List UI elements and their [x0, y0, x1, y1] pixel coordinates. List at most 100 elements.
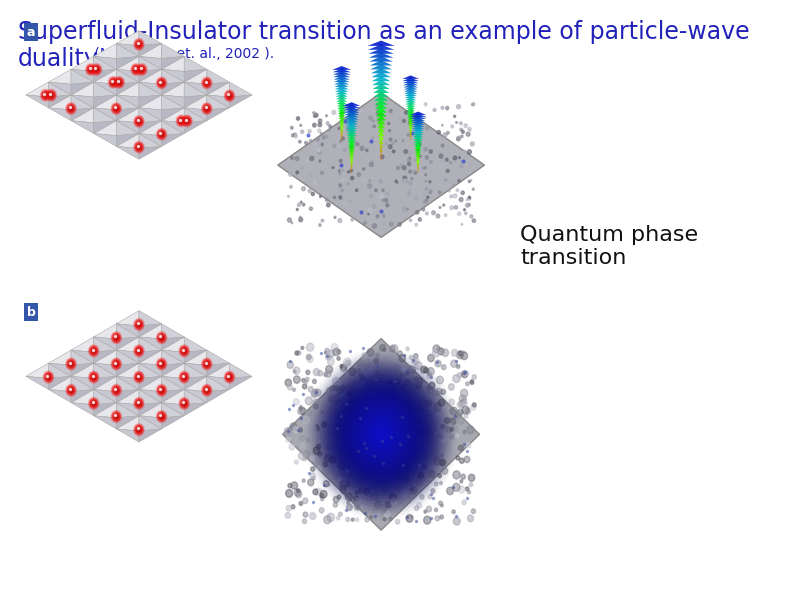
Circle shape: [453, 518, 461, 525]
Circle shape: [423, 465, 426, 469]
Circle shape: [382, 411, 385, 414]
Circle shape: [402, 491, 407, 497]
Circle shape: [327, 123, 329, 126]
Polygon shape: [409, 127, 412, 130]
Circle shape: [320, 367, 442, 502]
Circle shape: [348, 392, 351, 396]
Circle shape: [353, 496, 358, 502]
Circle shape: [447, 487, 453, 494]
Circle shape: [376, 215, 379, 218]
Polygon shape: [345, 126, 357, 129]
Circle shape: [316, 362, 446, 506]
Circle shape: [428, 190, 430, 192]
Polygon shape: [336, 93, 348, 97]
Circle shape: [227, 374, 232, 380]
Circle shape: [357, 499, 360, 503]
Circle shape: [403, 446, 409, 453]
Circle shape: [346, 505, 353, 511]
Circle shape: [426, 400, 434, 407]
Circle shape: [293, 367, 300, 374]
Polygon shape: [139, 69, 162, 82]
Polygon shape: [368, 40, 395, 46]
Polygon shape: [344, 109, 360, 113]
Circle shape: [183, 117, 191, 125]
Circle shape: [308, 130, 311, 133]
Circle shape: [426, 196, 429, 199]
Circle shape: [138, 429, 140, 431]
Circle shape: [89, 68, 92, 71]
Circle shape: [398, 411, 402, 416]
Polygon shape: [408, 118, 414, 122]
Circle shape: [403, 431, 410, 440]
Circle shape: [333, 196, 336, 199]
Circle shape: [430, 145, 431, 146]
Circle shape: [418, 123, 419, 124]
Circle shape: [331, 343, 338, 351]
Circle shape: [310, 207, 313, 211]
Polygon shape: [412, 126, 424, 129]
Circle shape: [322, 369, 440, 500]
Circle shape: [161, 82, 162, 84]
Circle shape: [299, 405, 303, 409]
Circle shape: [404, 465, 410, 472]
Circle shape: [137, 42, 141, 47]
Circle shape: [425, 199, 427, 202]
Circle shape: [347, 504, 353, 510]
Polygon shape: [94, 69, 117, 82]
Circle shape: [461, 352, 468, 359]
Circle shape: [302, 415, 308, 422]
Circle shape: [416, 122, 418, 124]
Circle shape: [156, 332, 167, 344]
Polygon shape: [206, 69, 229, 84]
Polygon shape: [406, 104, 415, 107]
Circle shape: [182, 374, 187, 380]
Circle shape: [300, 408, 306, 414]
Circle shape: [385, 447, 392, 455]
Polygon shape: [349, 155, 353, 159]
Circle shape: [314, 113, 318, 117]
Circle shape: [326, 387, 333, 394]
Circle shape: [329, 396, 335, 403]
Polygon shape: [162, 57, 184, 71]
Circle shape: [431, 489, 435, 493]
Polygon shape: [162, 57, 184, 69]
Circle shape: [446, 131, 449, 134]
Polygon shape: [162, 133, 184, 146]
Circle shape: [92, 375, 95, 379]
Polygon shape: [184, 350, 206, 365]
Polygon shape: [407, 112, 414, 115]
Circle shape: [287, 195, 289, 197]
Polygon shape: [206, 376, 229, 392]
Circle shape: [337, 495, 341, 499]
Circle shape: [337, 516, 340, 520]
Polygon shape: [71, 350, 94, 365]
Polygon shape: [206, 363, 229, 376]
Circle shape: [384, 473, 388, 479]
Circle shape: [340, 114, 344, 118]
Polygon shape: [117, 429, 139, 442]
Circle shape: [455, 411, 461, 418]
Circle shape: [137, 375, 141, 379]
Circle shape: [50, 93, 53, 97]
Circle shape: [338, 477, 341, 480]
Circle shape: [333, 348, 340, 356]
Circle shape: [136, 143, 142, 151]
Circle shape: [407, 191, 410, 194]
Polygon shape: [184, 57, 206, 71]
Circle shape: [48, 92, 55, 99]
Circle shape: [370, 396, 374, 401]
Polygon shape: [117, 95, 139, 110]
Polygon shape: [184, 82, 206, 97]
Circle shape: [416, 383, 421, 389]
Circle shape: [302, 378, 305, 383]
Circle shape: [364, 358, 368, 362]
Circle shape: [160, 389, 164, 392]
Circle shape: [291, 222, 293, 224]
Circle shape: [179, 119, 183, 123]
Circle shape: [471, 404, 476, 410]
Polygon shape: [412, 130, 424, 133]
Circle shape: [337, 357, 340, 361]
Circle shape: [344, 202, 345, 203]
Polygon shape: [374, 99, 388, 105]
Circle shape: [408, 491, 415, 500]
